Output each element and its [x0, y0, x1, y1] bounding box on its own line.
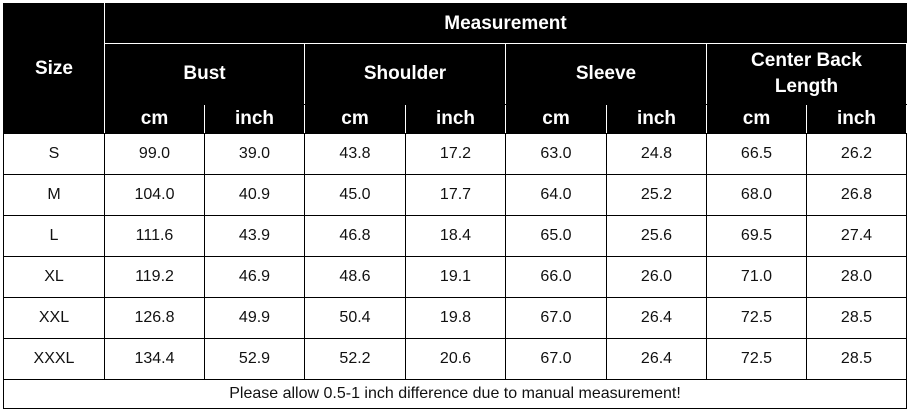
unit-header: inch: [405, 104, 506, 134]
unit-header: cm: [505, 104, 607, 134]
unit-header: cm: [304, 104, 406, 134]
size-cell: L: [3, 215, 105, 257]
value-cell: 68.0: [706, 174, 807, 216]
value-cell: 99.0: [104, 133, 205, 175]
value-cell: 25.2: [606, 174, 707, 216]
value-cell: 72.5: [706, 338, 807, 380]
value-cell: 19.8: [405, 297, 506, 339]
unit-header: cm: [104, 104, 205, 134]
size-cell: M: [3, 174, 105, 216]
value-cell: 71.0: [706, 256, 807, 298]
value-cell: 26.2: [806, 133, 907, 175]
value-cell: 26.4: [606, 338, 707, 380]
table-row: M 104.0 40.9 45.0 17.7 64.0 25.2 68.0 26.8: [3, 174, 907, 216]
value-cell: 18.4: [405, 215, 506, 257]
size-cell: S: [3, 133, 105, 175]
value-cell: 67.0: [505, 338, 607, 380]
shoulder-header: Shoulder: [304, 43, 506, 105]
value-cell: 52.9: [204, 338, 305, 380]
value-cell: 43.8: [304, 133, 406, 175]
value-cell: 26.0: [606, 256, 707, 298]
value-cell: 17.2: [405, 133, 506, 175]
value-cell: 48.6: [304, 256, 406, 298]
value-cell: 49.9: [204, 297, 305, 339]
value-cell: 134.4: [104, 338, 205, 380]
value-cell: 69.5: [706, 215, 807, 257]
value-cell: 20.6: [405, 338, 506, 380]
size-header: Size: [3, 3, 105, 134]
value-cell: 40.9: [204, 174, 305, 216]
value-cell: 46.8: [304, 215, 406, 257]
value-cell: 24.8: [606, 133, 707, 175]
value-cell: 19.1: [405, 256, 506, 298]
value-cell: 63.0: [505, 133, 607, 175]
size-chart: Size Measurement Bust Shoulder Sleeve Ce…: [3, 3, 907, 409]
value-cell: 119.2: [104, 256, 205, 298]
value-cell: 66.0: [505, 256, 607, 298]
table-row: S 99.0 39.0 43.8 17.2 63.0 24.8 66.5 26.2: [3, 133, 907, 175]
table-row: XXL 126.8 49.9 50.4 19.8 67.0 26.4 72.5 28.5: [3, 297, 907, 339]
unit-header: inch: [606, 104, 707, 134]
value-cell: 65.0: [505, 215, 607, 257]
value-cell: 64.0: [505, 174, 607, 216]
value-cell: 52.2: [304, 338, 406, 380]
value-cell: 67.0: [505, 297, 607, 339]
table-row: XXXL 134.4 52.9 52.2 20.6 67.0 26.4 72.5 28.5: [3, 338, 907, 380]
bust-header: Bust: [104, 43, 305, 105]
table-row: XL 119.2 46.9 48.6 19.1 66.0 26.0 71.0 28.0: [3, 256, 907, 298]
size-table: Size Measurement Bust Shoulder Sleeve Ce…: [3, 3, 907, 409]
value-cell: 45.0: [304, 174, 406, 216]
unit-header: inch: [806, 104, 907, 134]
value-cell: 26.4: [606, 297, 707, 339]
value-cell: 66.5: [706, 133, 807, 175]
value-cell: 104.0: [104, 174, 205, 216]
value-cell: 26.8: [806, 174, 907, 216]
value-cell: 111.6: [104, 215, 205, 257]
size-cell: XXXL: [3, 338, 105, 380]
size-cell: XL: [3, 256, 105, 298]
value-cell: 25.6: [606, 215, 707, 257]
value-cell: 28.5: [806, 297, 907, 339]
center-back-length-label: Center Back Length: [751, 50, 862, 97]
measurement-note: Please allow 0.5-1 inch difference due t…: [3, 379, 907, 409]
value-cell: 39.0: [204, 133, 305, 175]
size-cell: XXL: [3, 297, 105, 339]
unit-header: cm: [706, 104, 807, 134]
value-cell: 50.4: [304, 297, 406, 339]
value-cell: 43.9: [204, 215, 305, 257]
unit-header: inch: [204, 104, 305, 134]
value-cell: 17.7: [405, 174, 506, 216]
center-back-length-header: Center Back Length: [706, 43, 907, 105]
table-row: L 111.6 43.9 46.8 18.4 65.0 25.6 69.5 27.4: [3, 215, 907, 257]
value-cell: 72.5: [706, 297, 807, 339]
value-cell: 126.8: [104, 297, 205, 339]
value-cell: 46.9: [204, 256, 305, 298]
value-cell: 27.4: [806, 215, 907, 257]
value-cell: 28.0: [806, 256, 907, 298]
measurement-header: Measurement: [104, 3, 907, 44]
sleeve-header: Sleeve: [505, 43, 707, 105]
value-cell: 28.5: [806, 338, 907, 380]
